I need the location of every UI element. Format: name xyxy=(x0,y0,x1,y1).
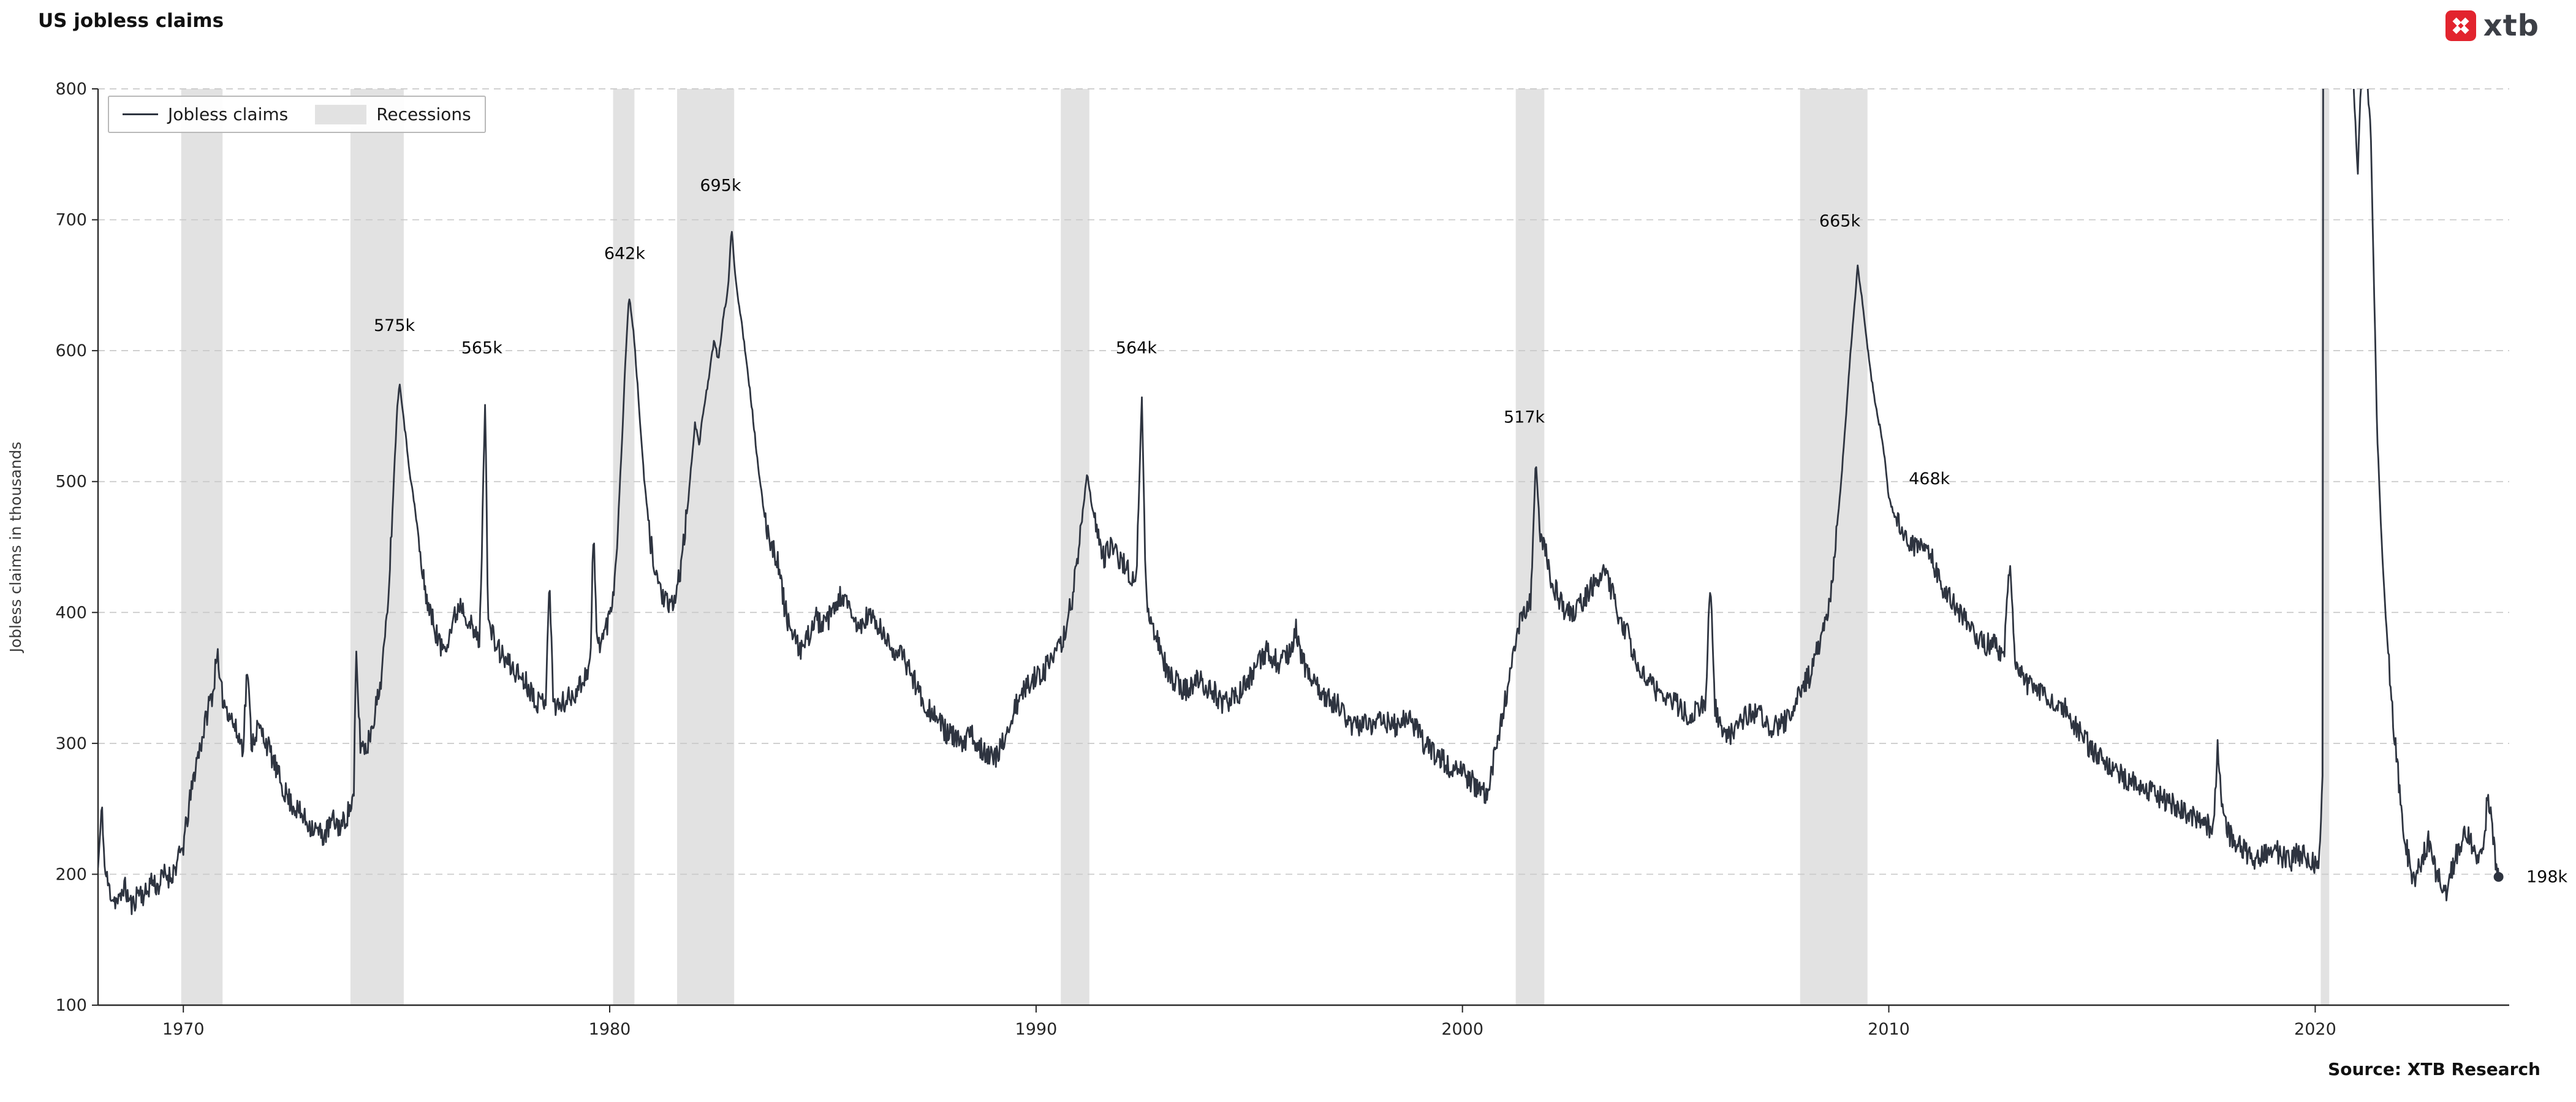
legend-item-jobless-claims: Jobless claims xyxy=(123,104,288,124)
peak-annotation: 468k xyxy=(1909,469,1950,488)
legend-line-sample-icon xyxy=(123,113,158,115)
legend-label-recessions: Recessions xyxy=(376,104,471,124)
x-tick-label: 1990 xyxy=(1015,1020,1058,1039)
recession-band xyxy=(1515,89,1545,1005)
y-tick-label: 800 xyxy=(55,80,87,99)
latest-value-dot xyxy=(2493,872,2504,882)
recession-band xyxy=(350,89,404,1005)
recession-band xyxy=(1800,89,1868,1005)
peak-annotation: 665k xyxy=(1819,211,1861,230)
peak-annotation: 564k xyxy=(1116,338,1157,357)
recession-band xyxy=(677,89,735,1005)
xtb-logo-text: xtb xyxy=(2483,9,2539,43)
y-tick-label: 600 xyxy=(55,341,87,360)
xtb-logo-mark-icon xyxy=(2445,10,2476,41)
legend: Jobless claims Recessions xyxy=(108,96,486,133)
y-tick-label: 500 xyxy=(55,473,87,492)
legend-item-recessions: Recessions xyxy=(315,104,471,124)
y-tick-label: 400 xyxy=(55,603,87,622)
page-title: US jobless claims xyxy=(38,10,224,32)
y-tick-label: 700 xyxy=(55,211,87,230)
x-tick-label: 1970 xyxy=(162,1020,205,1039)
peak-annotation: 642k xyxy=(604,245,646,264)
y-tick-label: 200 xyxy=(55,865,87,884)
recession-band xyxy=(181,89,223,1005)
peak-annotation: 517k xyxy=(1504,408,1545,427)
legend-patch-sample-icon xyxy=(315,104,367,124)
x-tick-label: 2010 xyxy=(1868,1020,1910,1039)
y-tick-label: 100 xyxy=(55,996,87,1015)
jobless-claims-line xyxy=(98,89,2499,915)
x-tick-label: 2020 xyxy=(2294,1020,2336,1039)
recession-band xyxy=(1061,89,1089,1005)
xtb-logo: xtb xyxy=(2445,9,2539,43)
latest-value-label: 198k xyxy=(2526,868,2568,887)
source-credit: Source: XTB Research xyxy=(2328,1059,2540,1079)
x-tick-label: 1980 xyxy=(589,1020,631,1039)
peak-annotation: 565k xyxy=(461,338,503,357)
y-tick-label: 300 xyxy=(55,734,87,753)
y-axis-label: Jobless claims in thousands xyxy=(7,442,25,654)
x-tick-label: 2000 xyxy=(1441,1020,1483,1039)
peak-annotation: 695k xyxy=(700,177,741,196)
legend-label-jobless-claims: Jobless claims xyxy=(168,104,289,124)
peak-annotation: 575k xyxy=(374,316,415,335)
